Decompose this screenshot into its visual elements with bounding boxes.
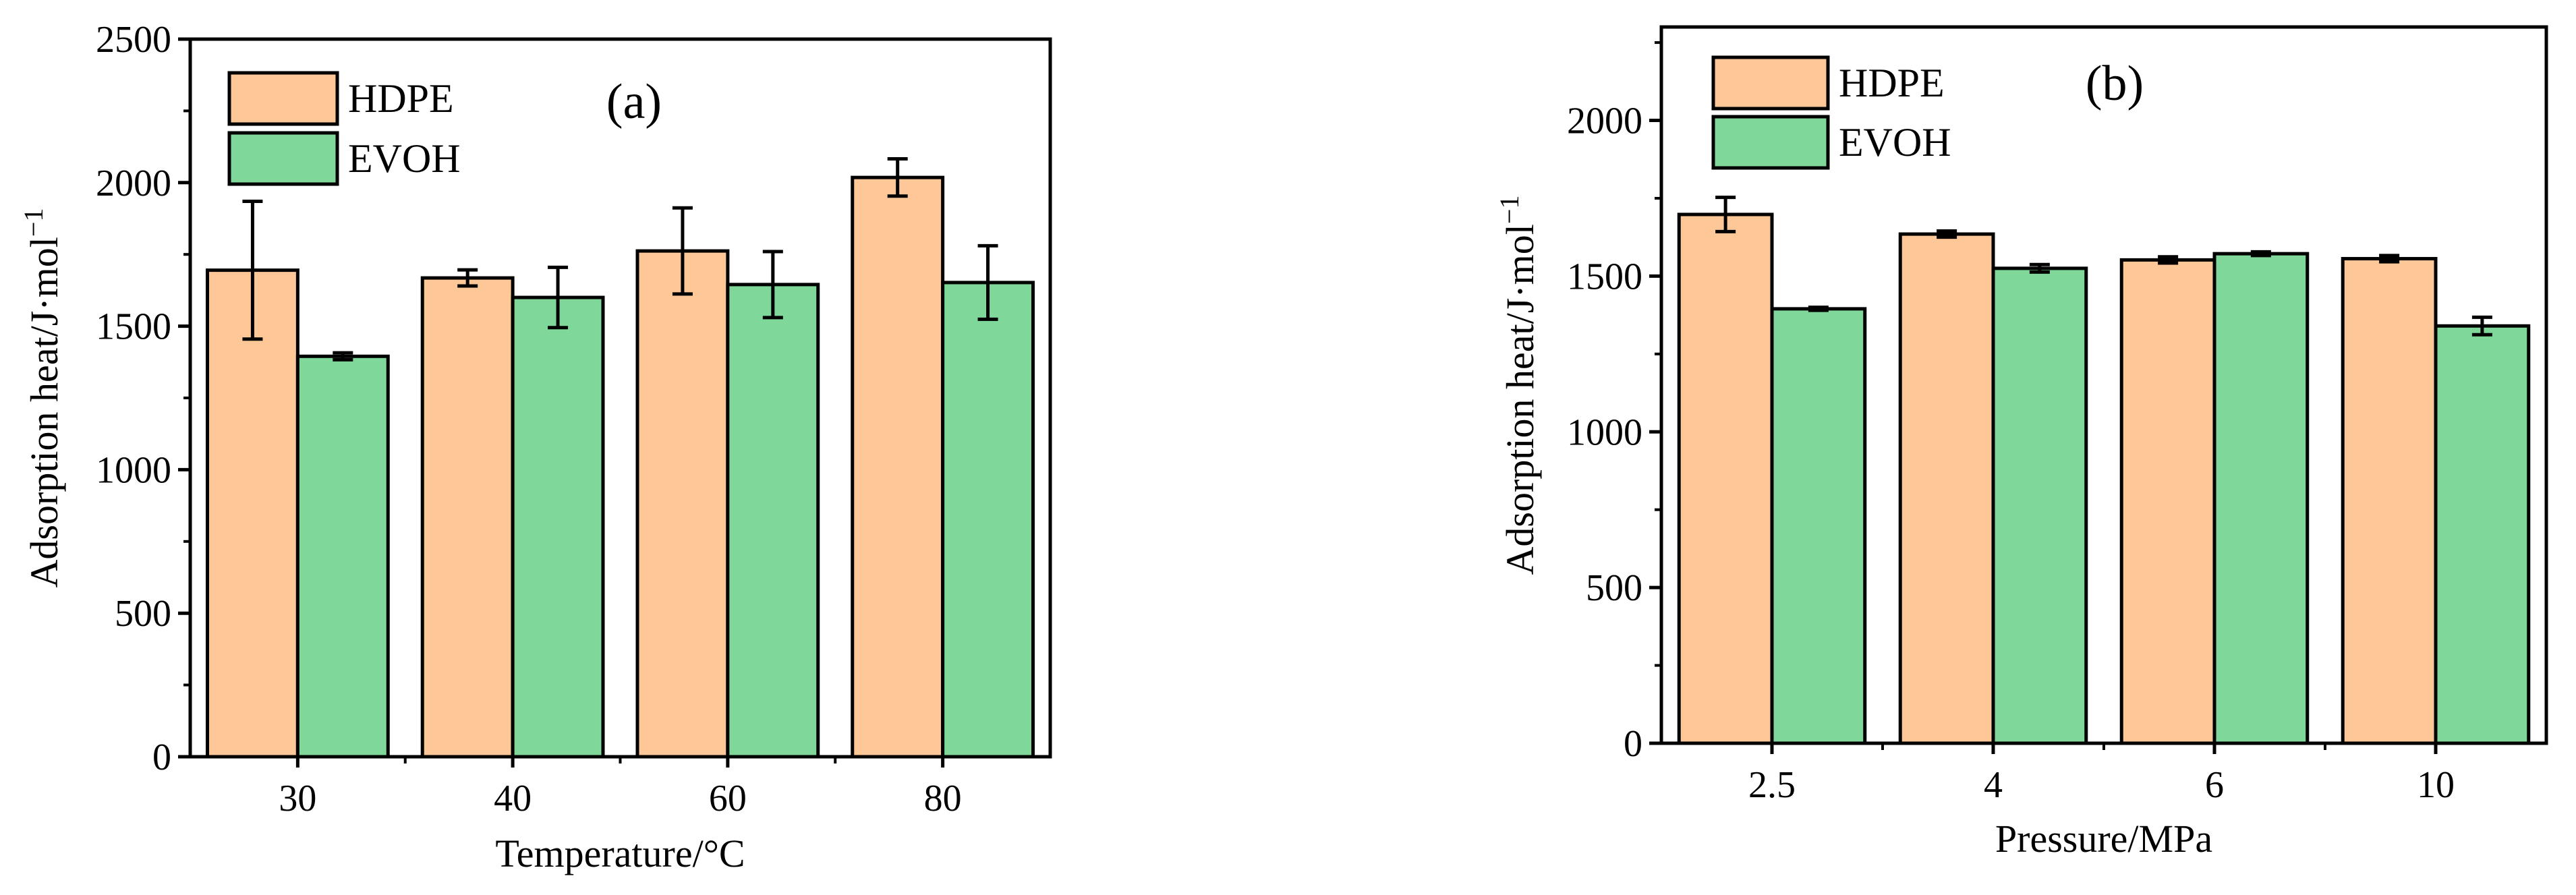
- panel-a-x-tick-label: 30: [279, 778, 316, 819]
- panel-b-errorbar-evoh-10: [2471, 315, 2492, 337]
- panel-b-bar-evoh-6: [2212, 252, 2310, 745]
- panel-a-panel-label: (a): [606, 74, 662, 129]
- panel-b-y-axis-title: Adsorption heat/J·mol−1: [1494, 196, 1542, 575]
- panel-a-errorbar-evoh-80: [977, 243, 998, 321]
- panel-b-x-axis-title: Pressure/MPa: [1995, 817, 2212, 861]
- panel-a-legend-swatch-evoh: [227, 131, 339, 186]
- panel-b-errorbar-evoh-6: [2250, 250, 2271, 258]
- panel-a-errorbar-evoh-40: [548, 265, 569, 330]
- panel-a-y-tick-label: 1000: [96, 449, 171, 491]
- panel-b-y-tick-label: 1500: [1567, 256, 1642, 297]
- panel-b-errorbar-hdpe-4: [1937, 229, 1957, 239]
- panel-a-errorbar-hdpe-40: [457, 268, 478, 288]
- panel-a-y-axis-title: Adsorption heat/J·mol−1: [18, 208, 66, 588]
- panel-a-x-tick-label: 80: [924, 778, 962, 819]
- panel-b-x-tick-label: 2.5: [1748, 764, 1796, 806]
- panel-a-y-tick-label: 2000: [96, 163, 171, 204]
- panel-b-x-tick-label: 4: [1984, 764, 2003, 806]
- panel-b-errorbar-hdpe-10: [2379, 254, 2400, 264]
- panel-a-bar-hdpe-40: [420, 276, 515, 759]
- panel-a-bar-evoh-40: [511, 295, 605, 759]
- panel-b-errorbar-evoh-2.5: [1808, 306, 1829, 312]
- panel-a-errorbar-evoh-30: [333, 351, 353, 362]
- panel-a-bar-hdpe-60: [635, 249, 730, 759]
- panel-a-bar-evoh-30: [295, 354, 390, 759]
- panel-b-x-tick-label: 10: [2417, 764, 2455, 806]
- panel-b-y-tick-label: 1000: [1567, 411, 1642, 453]
- panel-b-legend-swatch-evoh: [1711, 115, 1830, 170]
- panel-a-y-tick-label: 2500: [96, 19, 171, 61]
- panel-b-bar-hdpe-6: [2119, 258, 2216, 745]
- panel-a-y-tick-label: 500: [115, 593, 171, 635]
- panel-a-errorbar-hdpe-60: [672, 206, 693, 296]
- panel-b-legend-swatch-hdpe: [1711, 55, 1830, 111]
- panel-b-panel-label: (b): [2086, 56, 2144, 111]
- panel-b-chart: 2.5 4 6 10 0 500 1000 1500 2000 Pressure/MPa Adsor…: [1494, 25, 2548, 861]
- panel-b-legend-label-hdpe: HDPE: [1839, 61, 1945, 105]
- panel-a-bar-hdpe-80: [851, 175, 945, 759]
- panel-a-legend-label-evoh: EVOH: [348, 136, 461, 181]
- panel-a-legend-swatch-hdpe: [227, 71, 339, 126]
- panel-b-bar-hdpe-10: [2341, 257, 2438, 745]
- panel-a-x-axis-title: Temperature/°C: [495, 832, 745, 875]
- panel-a-errorbar-hdpe-30: [242, 199, 263, 341]
- panel-b-x-tick-label: 6: [2205, 764, 2224, 806]
- panel-a-y-tick-label: 1500: [96, 306, 171, 348]
- panel-b-y-tick-label: 2000: [1567, 100, 1642, 142]
- panel-b-errorbar-hdpe-6: [2158, 255, 2179, 265]
- panel-b-plot-frame: [1659, 25, 2548, 745]
- panel-a-x-tick-label: 40: [494, 778, 532, 819]
- panel-b-bar-evoh-4: [1991, 266, 2088, 745]
- panel-a-x-tick-label: 60: [709, 778, 747, 819]
- panel-b-y-tick-label: 0: [1624, 723, 1642, 765]
- panel-a-legend-label-hdpe: HDPE: [348, 76, 454, 121]
- panel-b-bar-hdpe-4: [1898, 232, 1995, 745]
- panel-a-chart: 30 40 60 80 0 500 1000 1500 2000 2500 Temperature/…: [18, 19, 1052, 875]
- panel-a-bar-hdpe-30: [206, 268, 299, 759]
- panel-a-y-tick-label: 0: [152, 737, 171, 778]
- panel-b-errorbar-hdpe-2.5: [1715, 196, 1736, 233]
- panel-b-bar-hdpe-2.5: [1677, 212, 1774, 745]
- panel-a-errorbar-evoh-60: [762, 250, 783, 320]
- panel-a-bar-evoh-60: [726, 283, 820, 759]
- panel-a-errorbar-hdpe-80: [887, 156, 908, 198]
- panel-b-y-tick-label: 500: [1586, 567, 1642, 609]
- panel-b-bar-evoh-2.5: [1770, 307, 1867, 745]
- panel-a-bar-evoh-80: [941, 281, 1035, 759]
- panel-b-legend-label-evoh: EVOH: [1839, 120, 1951, 165]
- panel-b-bar-evoh-10: [2434, 324, 2531, 745]
- panel-b-errorbar-evoh-4: [2029, 262, 2050, 274]
